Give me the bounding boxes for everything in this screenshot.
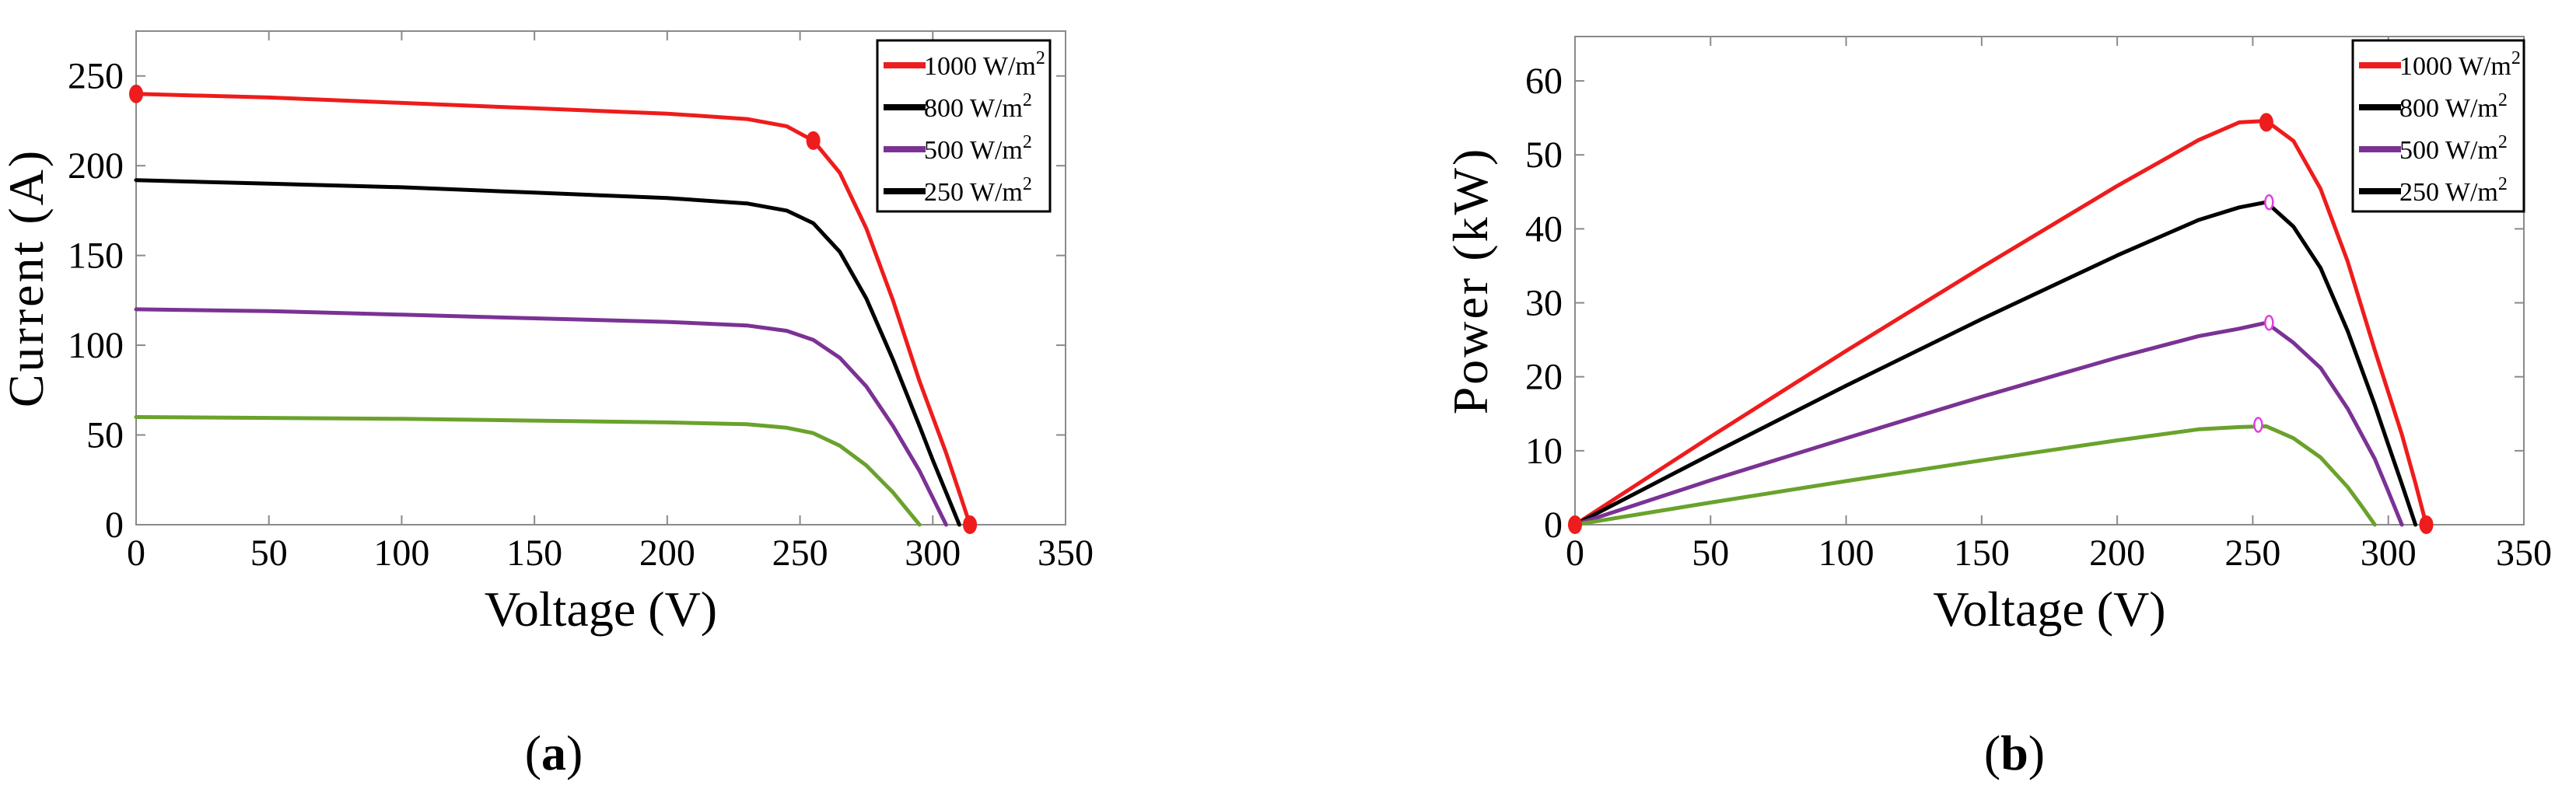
legend-box [2351,39,2525,213]
x-tick-label: 0 [127,532,145,574]
legend: 1000 W/m2 800 W/m2 500 W/m2 250 W/m2 [2351,39,2525,213]
series-line-4 [134,415,922,527]
y-tick-label: 200 [68,145,124,187]
y-tick-label: 60 [1525,61,1563,102]
x-tick-label: 200 [639,532,695,574]
y-axis-label: Current (A) [0,148,54,407]
legend-label-3: 500 W/m2 [924,132,1032,165]
y-tick-label: 150 [68,236,124,277]
legend-label-4: 250 W/m2 [924,174,1032,207]
series-line-3 [1573,320,2404,527]
subfigure-caption: (b) [1984,725,2045,780]
x-tick-label: 300 [905,532,961,574]
chart-panel-a: 0 50 100 150 200 250 300 350 0 50 100 150 200 250 Volt… [0,30,1094,780]
y-tick-label: 0 [105,504,124,546]
x-axis-label: Voltage (V) [485,581,717,637]
y-tick-label: 40 [1525,208,1563,250]
mpp-marker [2264,314,2274,331]
legend: 1000 W/m2 800 W/m2 500 W/m2 250 W/m2 [876,39,1052,213]
point-marker [1568,515,1582,534]
x-tick-label: 300 [2361,532,2417,574]
y-tick-label: 30 [1525,283,1563,324]
series-line-2 [134,178,961,527]
point-marker [806,131,821,150]
point-marker [2259,113,2273,132]
x-tick-label: 0 [1566,532,1584,574]
point-marker [2419,515,2434,534]
point-marker [129,84,143,103]
y-tick-label: 10 [1525,431,1563,472]
plot-frame [135,30,1066,525]
legend-label-1: 1000 W/m2 [924,48,1045,81]
series-line-3 [134,307,948,527]
legend-label-2: 800 W/m2 [2399,90,2508,123]
series-line-4 [1573,424,2377,527]
x-tick-label: 50 [1692,532,1729,574]
x-tick-label: 150 [506,532,562,574]
x-tick-label: 150 [1954,532,2010,574]
x-tick-label: 350 [2496,532,2552,574]
chart-panel-b: 0 50 100 150 200 250 300 350 0 10 20 30 40 50 60 Voltag… [1443,36,2552,780]
y-tick-label: 100 [68,325,124,366]
y-tick-label: 20 [1525,357,1563,398]
x-tick-label: 350 [1038,532,1094,574]
x-axis-label: Voltage (V) [1933,581,2165,637]
legend-label-2: 800 W/m2 [924,90,1032,123]
x-tick-label: 100 [1818,532,1874,574]
x-tick-label: 200 [2089,532,2145,574]
y-tick-label: 250 [68,56,124,97]
x-tick-label: 250 [772,532,828,574]
series-line-1 [1573,119,2428,527]
point-marker [963,515,978,534]
subfigure-caption: (a) [525,725,583,780]
legend-label-3: 500 W/m2 [2399,132,2508,165]
x-tick-label: 100 [373,532,429,574]
legend-label-4: 250 W/m2 [2399,174,2508,207]
mpp-marker [2253,417,2263,433]
y-tick-label: 50 [1525,134,1563,176]
legend-label-1: 1000 W/m2 [2399,48,2521,81]
y-tick-label: 0 [1544,504,1563,546]
legend-box [876,39,1052,213]
x-tick-label: 250 [2224,532,2280,574]
plot-frame [1574,36,2525,525]
x-tick-label: 50 [250,532,288,574]
y-axis-label: Power (kW) [1443,147,1498,415]
y-tick-label: 50 [86,415,124,456]
series-line-2 [1573,200,2418,527]
mpp-marker [2264,194,2274,211]
